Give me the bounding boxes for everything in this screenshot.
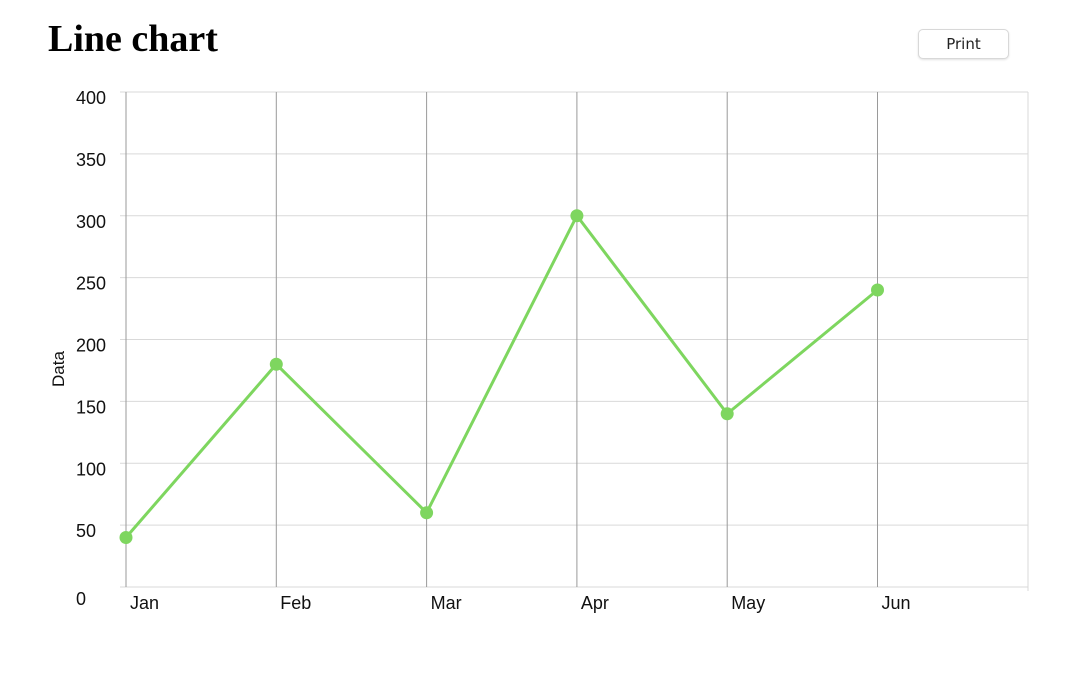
page-title: Line chart [48,18,218,60]
y-tick-label: 50 [76,521,96,541]
x-tick-label: Mar [431,593,462,613]
data-point [871,283,884,297]
y-tick-label: 300 [76,212,106,232]
print-button[interactable]: Print [918,29,1009,59]
x-tick-label: Apr [581,593,609,613]
data-point [720,407,734,421]
x-tick-label: Feb [280,593,311,613]
y-tick-label: 200 [76,336,106,356]
data-point [420,506,434,520]
y-tick-label: 400 [76,88,106,108]
x-tick-label: Jan [130,593,159,613]
y-tick-label: 350 [76,150,106,170]
x-tick-label: Jun [882,593,911,613]
y-tick-label: 250 [76,274,106,294]
y-axis-title: Data [49,351,68,387]
data-point [269,357,283,371]
y-tick-label: 0 [76,589,86,609]
data-point [570,209,584,223]
series-line [124,212,879,539]
data-point [119,531,133,544]
x-tick-label: May [731,593,765,613]
y-tick-label: 100 [76,459,106,479]
y-tick-label: 150 [76,397,106,417]
